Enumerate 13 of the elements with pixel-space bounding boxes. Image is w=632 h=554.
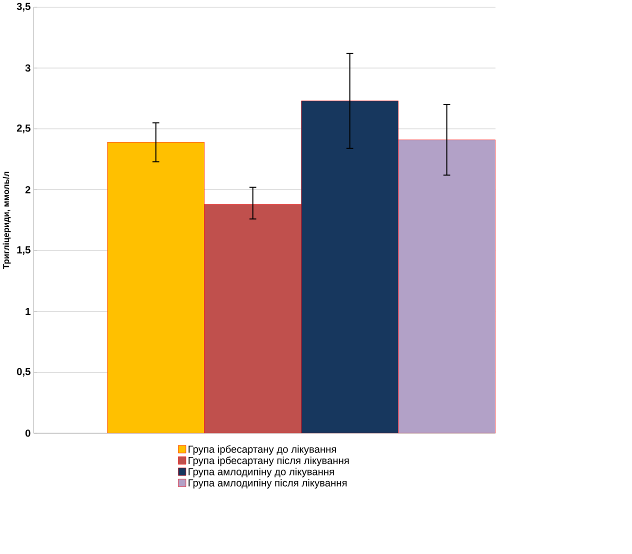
y-tick-label: 3 (25, 64, 30, 72)
legend-label: Група амлодипіну до лікування (188, 468, 334, 478)
y-tick-label: 1,5 (17, 246, 30, 256)
legend-label: Група ірбесартану після лікування (188, 456, 349, 466)
y-tick-label: 0,5 (16, 368, 30, 377)
y-tick-label: 3,5 (16, 2, 30, 12)
y-tick-label: 2 (25, 186, 30, 194)
y-axis-title: Тригліцериди, ммоль/л (2, 172, 11, 270)
y-tick-label: 2,5 (16, 124, 30, 134)
legend-label: Група амлодипіну після лікування (188, 479, 347, 489)
legend-label: Група ірбесартану до лікування (188, 445, 336, 456)
y-tick-label: 0 (25, 430, 30, 437)
y-tick-label: 1 (26, 308, 30, 316)
